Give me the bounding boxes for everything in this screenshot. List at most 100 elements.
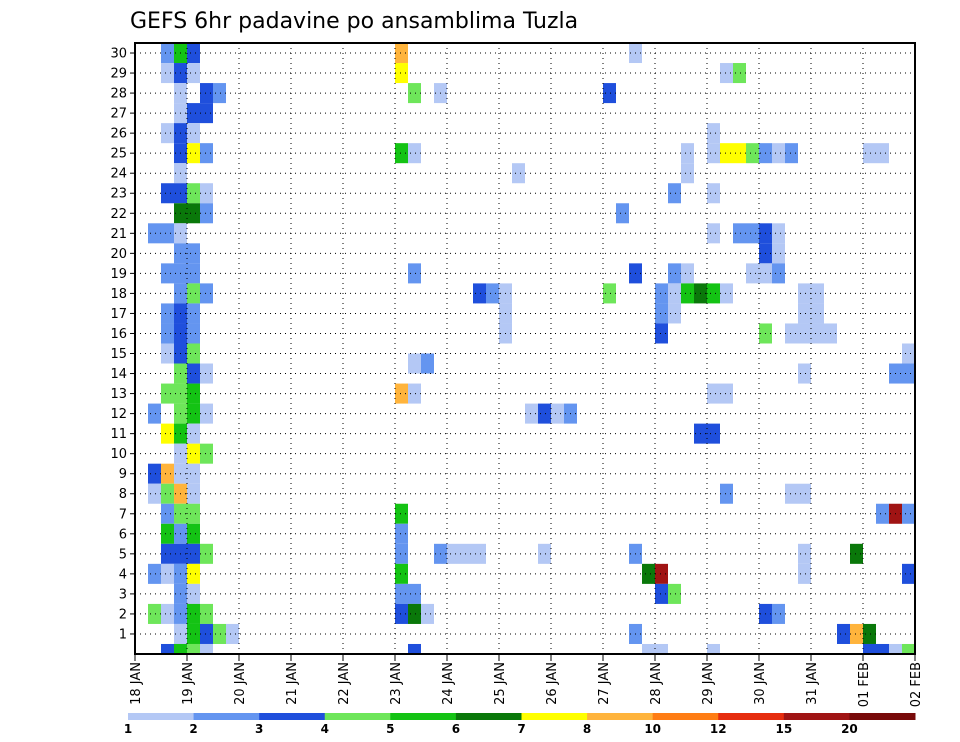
heatmap-cell (408, 83, 421, 104)
heatmap-cell (187, 643, 200, 654)
heatmap-cell (902, 363, 915, 384)
heatmap-cell (668, 283, 681, 304)
y-tick-label: 30 (110, 47, 127, 62)
heatmap-cell (902, 343, 915, 364)
heatmap-cell (733, 63, 746, 84)
colorbar-label: 1 (124, 722, 132, 736)
heatmap-cell (148, 563, 161, 584)
x-tick-label: 31 JAN (805, 662, 820, 705)
heatmap-cell (187, 523, 200, 544)
y-tick-label: 19 (110, 267, 127, 282)
heatmap-cell (161, 323, 174, 344)
y-tick-label: 28 (110, 87, 127, 102)
x-tick-label: 27 JAN (597, 662, 612, 705)
heatmap-cell (538, 543, 551, 564)
heatmap-cell (408, 143, 421, 164)
heatmap-cell (200, 403, 213, 424)
colorbar-swatch (718, 713, 785, 720)
heatmap-cell (200, 103, 213, 124)
heatmap-cell (811, 323, 824, 344)
y-tick-label: 14 (110, 367, 127, 382)
heatmap-cell (720, 143, 733, 164)
heatmap-cell (187, 363, 200, 384)
heatmap-cell (395, 563, 408, 584)
heatmap-cell (213, 623, 226, 644)
heatmap-cell (187, 323, 200, 344)
heatmap-cell (746, 223, 759, 244)
y-tick-label: 5 (119, 547, 127, 562)
heatmap-cell (200, 183, 213, 204)
heatmap-cell (395, 503, 408, 524)
heatmap-cell (512, 163, 525, 184)
heatmap-cell (187, 183, 200, 204)
x-tick-label: 28 JAN (649, 662, 664, 705)
heatmap-cell (681, 263, 694, 284)
x-tick-label: 26 JAN (545, 662, 560, 705)
heatmap-cell (785, 483, 798, 504)
heatmap-cell (668, 183, 681, 204)
heatmap-cell (785, 143, 798, 164)
heatmap-cell (187, 483, 200, 504)
heatmap-cell (187, 543, 200, 564)
heatmap-cell (447, 543, 460, 564)
y-tick-label: 18 (110, 287, 127, 302)
heatmap-cell (486, 283, 499, 304)
x-tick-label: 02 FEB (909, 662, 924, 707)
heatmap-cell (733, 223, 746, 244)
heatmap-cell (720, 283, 733, 304)
heatmap-cell (772, 243, 785, 264)
heatmap-cell (161, 603, 174, 624)
y-tick-label: 20 (110, 247, 127, 262)
colorbar-label: 4 (321, 722, 329, 736)
y-tick-label: 21 (110, 227, 127, 242)
heatmap-cell (187, 63, 200, 84)
heatmap-cell (161, 563, 174, 584)
heatmap-cell (655, 323, 668, 344)
colorbar-swatch (783, 713, 850, 720)
x-tick-label: 30 JAN (753, 662, 768, 705)
heatmap-cell (707, 223, 720, 244)
y-tick-label: 3 (119, 587, 127, 602)
heatmap-cell (200, 363, 213, 384)
heatmap-cell (148, 603, 161, 624)
heatmap-cell (148, 463, 161, 484)
heatmap-cell (408, 263, 421, 284)
heatmap-cell (837, 623, 850, 644)
heatmap-cell (798, 323, 811, 344)
colorbar-swatch (390, 713, 457, 720)
heatmap-cell (395, 63, 408, 84)
x-tick-label: 22 JAN (337, 662, 352, 705)
heatmap-cell (863, 623, 876, 644)
heatmap-cell (863, 143, 876, 164)
heatmap-cell (408, 643, 421, 654)
heatmap-cell (187, 343, 200, 364)
heatmap-cell (707, 183, 720, 204)
heatmap-cell (161, 523, 174, 544)
colorbar-swatch (324, 713, 391, 720)
heatmap-cell (876, 503, 889, 524)
heatmap-cell (187, 283, 200, 304)
heatmap-cell (200, 603, 213, 624)
colorbar-swatch (587, 713, 654, 720)
y-tick-label: 12 (110, 407, 127, 422)
heatmap-cell (161, 463, 174, 484)
heatmap-cell (161, 503, 174, 524)
heatmap-cell (473, 283, 486, 304)
heatmap-cell (538, 403, 551, 424)
heatmap-cell (187, 503, 200, 524)
x-tick-label: 18 JAN (129, 662, 144, 705)
y-tick-label: 25 (110, 147, 127, 162)
heatmap-cell (161, 423, 174, 444)
heatmap-cell (798, 283, 811, 304)
heatmap-cell (187, 583, 200, 604)
heatmap-cell (720, 383, 733, 404)
heatmap-cell (785, 323, 798, 344)
x-tick-label: 20 JAN (233, 662, 248, 705)
heatmap-cell (187, 563, 200, 584)
heatmap-cell (772, 263, 785, 284)
heatmap-cell (161, 223, 174, 244)
heatmap-cell (395, 543, 408, 564)
heatmap-cell (200, 643, 213, 654)
colorbar-swatch (849, 713, 916, 720)
colorbar-label: 15 (775, 722, 792, 736)
